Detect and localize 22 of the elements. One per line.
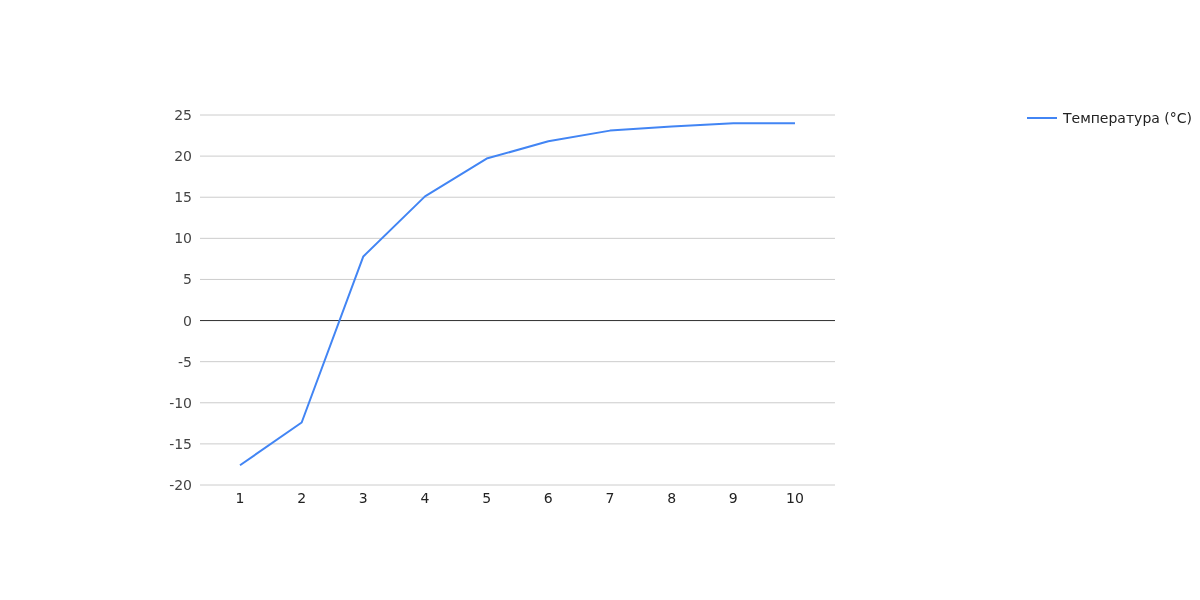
x-tick-label: 5 xyxy=(482,489,492,506)
x-tick-label: 4 xyxy=(420,489,430,506)
x-tick-label: 8 xyxy=(667,489,677,506)
x-tick-label: 1 xyxy=(235,489,245,506)
y-tick-label: 20 xyxy=(174,148,192,165)
y-tick-label: 25 xyxy=(174,106,192,123)
x-tick-label: 2 xyxy=(297,489,307,506)
y-tick-label: -10 xyxy=(169,394,192,411)
x-tick-label: 10 xyxy=(786,489,804,506)
x-tick-label: 9 xyxy=(728,489,738,506)
y-tick-label: -5 xyxy=(178,353,192,370)
y-tick-label: 10 xyxy=(174,230,192,247)
x-tick-label: 6 xyxy=(543,489,553,506)
y-tick-label: 0 xyxy=(183,312,192,329)
line-series xyxy=(239,122,796,467)
x-tick-label: 3 xyxy=(358,489,368,506)
y-tick-label: 15 xyxy=(174,189,192,206)
y-tick-label: -15 xyxy=(169,435,192,452)
x-tick-label: 7 xyxy=(605,489,615,506)
y-tick-label: -20 xyxy=(169,476,192,493)
y-tick-label: 5 xyxy=(183,271,192,288)
legend-label: Температура (°C) xyxy=(1062,110,1192,126)
